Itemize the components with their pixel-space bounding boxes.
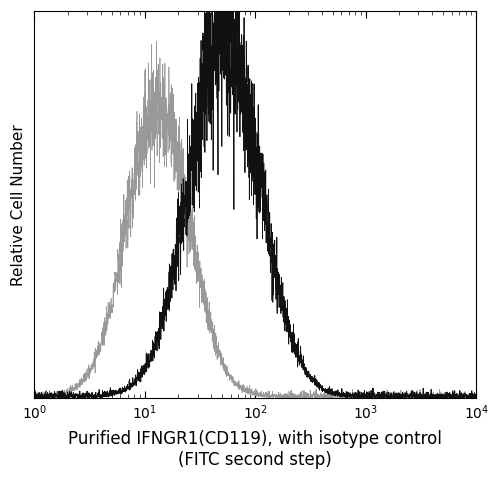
X-axis label: Purified IFNGR1(CD119), with isotype control
(FITC second step): Purified IFNGR1(CD119), with isotype con…: [68, 430, 442, 469]
Y-axis label: Relative Cell Number: Relative Cell Number: [11, 124, 26, 286]
